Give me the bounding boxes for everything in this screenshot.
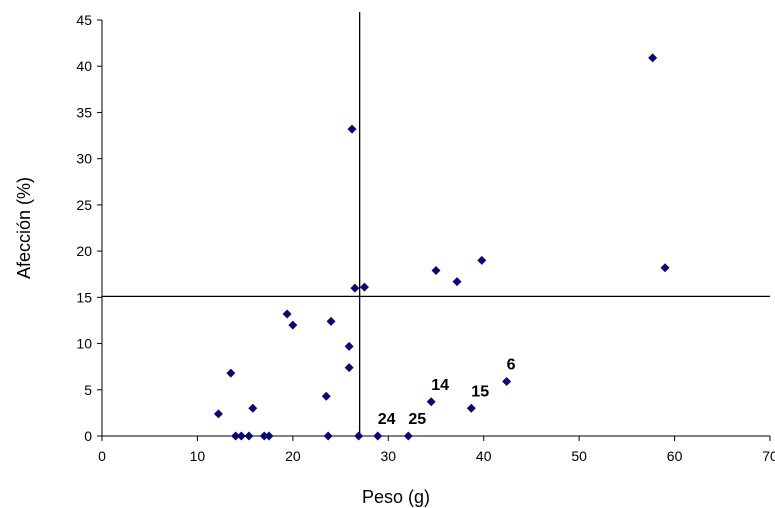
data-point <box>214 409 223 418</box>
x-tick-label: 30 <box>380 448 396 464</box>
y-tick-label: 35 <box>76 104 92 120</box>
data-point <box>322 392 331 401</box>
data-point-label: 25 <box>408 411 426 428</box>
y-tick-label: 30 <box>76 151 92 167</box>
data-point-label: 15 <box>471 383 489 400</box>
data-point <box>324 432 333 441</box>
y-tick-label: 0 <box>84 428 92 444</box>
data-point <box>427 397 436 406</box>
x-tick-label: 10 <box>190 448 206 464</box>
data-point <box>452 277 461 286</box>
data-point-label: 24 <box>378 411 396 428</box>
data-point <box>648 53 657 62</box>
data-point <box>348 125 357 134</box>
x-tick-label: 50 <box>571 448 587 464</box>
data-point-label: 14 <box>431 377 449 394</box>
data-point <box>502 377 511 386</box>
data-point <box>345 363 354 372</box>
data-point <box>467 404 476 413</box>
data-point <box>265 432 274 441</box>
data-point <box>288 321 297 330</box>
y-tick-label: 5 <box>84 382 92 398</box>
data-point <box>248 404 257 413</box>
data-point <box>244 432 253 441</box>
plot-area: 0 10 20 30 40 50 60 70 0 5 10 15 20 25 30 35 40 45 24 25 1… <box>76 12 775 464</box>
y-tick-label: 15 <box>76 289 92 305</box>
y-tick-label: 25 <box>76 197 92 213</box>
x-axis-title: Peso (g) <box>362 487 430 507</box>
data-point <box>661 263 670 272</box>
point-labels: 24 25 14 15 6 <box>378 356 516 428</box>
data-point <box>283 309 292 318</box>
data-point <box>404 432 413 441</box>
data-point <box>327 317 336 326</box>
x-tick-label: 0 <box>98 448 106 464</box>
data-point <box>345 342 354 351</box>
x-axis-ticks: 0 10 20 30 40 50 60 70 <box>98 436 775 464</box>
data-point <box>432 266 441 275</box>
data-point-label: 6 <box>507 356 516 373</box>
data-point <box>373 432 382 441</box>
y-axis-title: Afección (%) <box>14 177 34 279</box>
data-point <box>226 369 235 378</box>
y-tick-label: 10 <box>76 336 92 352</box>
y-tick-label: 40 <box>76 58 92 74</box>
data-point <box>360 283 369 292</box>
data-point <box>477 256 486 265</box>
y-tick-label: 45 <box>76 12 92 28</box>
x-tick-label: 40 <box>476 448 492 464</box>
data-point <box>354 432 363 441</box>
x-tick-label: 20 <box>285 448 301 464</box>
data-point <box>350 284 359 293</box>
x-tick-label: 60 <box>667 448 683 464</box>
x-tick-label: 70 <box>762 448 775 464</box>
y-axis-ticks: 0 5 10 15 20 25 30 35 40 45 <box>76 12 102 444</box>
y-tick-label: 20 <box>76 243 92 259</box>
